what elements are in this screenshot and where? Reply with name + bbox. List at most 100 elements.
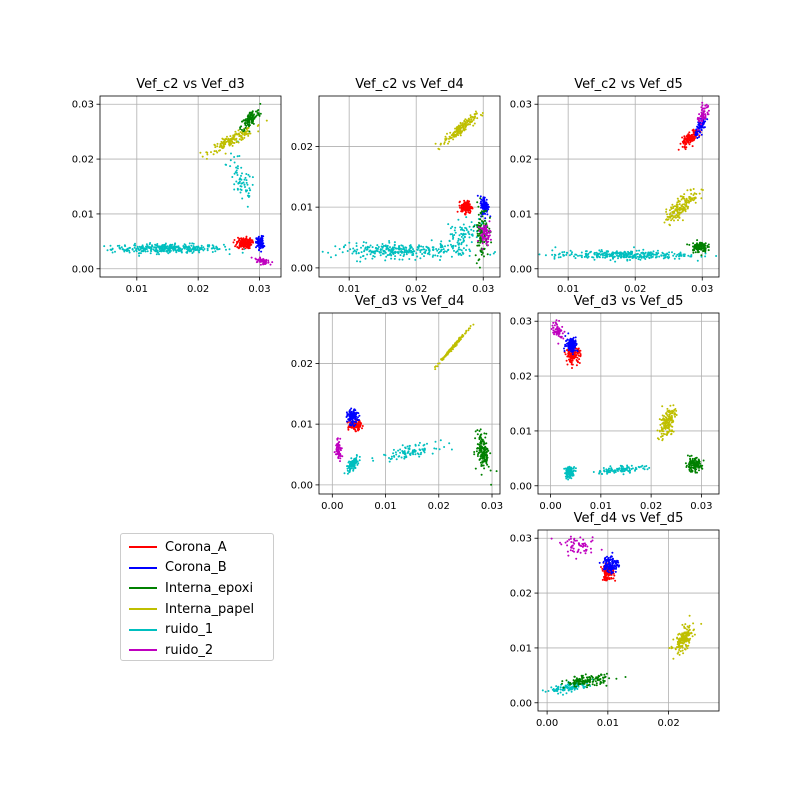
data-point bbox=[168, 250, 171, 253]
data-point bbox=[384, 259, 387, 262]
data-point bbox=[210, 151, 212, 154]
data-point bbox=[700, 255, 703, 258]
data-point bbox=[243, 122, 246, 125]
data-point bbox=[565, 679, 568, 682]
data-point bbox=[676, 637, 679, 640]
data-point bbox=[464, 226, 467, 229]
data-point bbox=[244, 247, 247, 250]
data-point bbox=[681, 197, 684, 200]
data-point bbox=[694, 251, 697, 254]
data-point bbox=[248, 187, 251, 190]
data-point bbox=[704, 250, 707, 253]
data-point bbox=[454, 226, 457, 229]
data-point bbox=[692, 461, 694, 464]
data-point bbox=[678, 203, 681, 206]
data-point bbox=[250, 256, 253, 259]
data-point bbox=[682, 253, 685, 256]
data-point bbox=[260, 250, 263, 253]
data-point bbox=[409, 453, 411, 456]
data-point bbox=[391, 251, 394, 254]
data-point bbox=[561, 680, 564, 683]
data-point bbox=[416, 246, 419, 249]
data-point bbox=[337, 450, 340, 452]
data-point bbox=[408, 244, 411, 247]
data-point bbox=[684, 208, 687, 211]
data-point bbox=[706, 118, 709, 121]
data-point bbox=[580, 254, 583, 257]
data-point bbox=[575, 253, 578, 256]
data-point bbox=[679, 650, 682, 653]
data-point bbox=[665, 253, 668, 256]
data-point bbox=[570, 344, 573, 347]
data-point bbox=[700, 254, 703, 257]
data-point bbox=[442, 251, 445, 253]
data-point bbox=[255, 258, 258, 261]
data-point bbox=[668, 647, 671, 649]
data-point bbox=[643, 255, 646, 258]
data-point bbox=[373, 252, 376, 255]
data-point bbox=[458, 337, 461, 340]
data-point bbox=[229, 142, 232, 145]
data-point bbox=[664, 433, 666, 436]
x-tick-label: 0.03 bbox=[472, 284, 494, 295]
data-point bbox=[479, 441, 482, 444]
data-point bbox=[351, 426, 354, 429]
data-point bbox=[200, 246, 203, 249]
data-point bbox=[698, 122, 701, 125]
data-point bbox=[485, 227, 488, 230]
data-point bbox=[663, 426, 666, 429]
data-point bbox=[553, 331, 556, 334]
data-point bbox=[576, 688, 579, 690]
data-point bbox=[562, 686, 565, 689]
data-point bbox=[457, 218, 460, 221]
data-point bbox=[605, 684, 608, 687]
data-point bbox=[449, 233, 452, 236]
data-point bbox=[459, 226, 462, 229]
data-point bbox=[483, 241, 486, 243]
data-point bbox=[606, 472, 609, 475]
data-point bbox=[560, 336, 563, 339]
data-point bbox=[201, 248, 203, 251]
data-point bbox=[349, 462, 351, 465]
panel-title: Vef_d3 vs Vef_d4 bbox=[355, 294, 465, 309]
data-point bbox=[153, 246, 156, 249]
data-point bbox=[557, 692, 560, 695]
data-point bbox=[669, 410, 672, 413]
data-point bbox=[399, 451, 402, 454]
data-point bbox=[450, 350, 453, 353]
data-point bbox=[457, 253, 460, 256]
data-point bbox=[449, 136, 452, 139]
data-point bbox=[352, 424, 355, 427]
data-point bbox=[670, 421, 673, 424]
data-point bbox=[422, 248, 425, 251]
data-point bbox=[474, 110, 477, 113]
data-point bbox=[448, 140, 451, 143]
data-point bbox=[459, 252, 462, 255]
data-point bbox=[217, 248, 220, 251]
data-point bbox=[696, 125, 699, 128]
data-point bbox=[699, 462, 701, 465]
data-point bbox=[389, 249, 392, 252]
data-point bbox=[259, 257, 262, 260]
data-point bbox=[668, 213, 671, 216]
data-point bbox=[362, 244, 365, 247]
data-point bbox=[414, 453, 417, 456]
data-point bbox=[444, 135, 447, 138]
data-point bbox=[480, 198, 483, 201]
data-point bbox=[679, 641, 682, 644]
data-point bbox=[434, 254, 437, 257]
data-point bbox=[355, 245, 358, 247]
data-point bbox=[568, 471, 571, 474]
data-point bbox=[208, 244, 211, 247]
data-point bbox=[244, 126, 247, 129]
data-point bbox=[419, 257, 422, 260]
data-point bbox=[482, 237, 485, 240]
data-point bbox=[469, 114, 472, 117]
data-point bbox=[123, 244, 126, 247]
data-point bbox=[601, 256, 604, 259]
data-point bbox=[238, 138, 241, 141]
data-point bbox=[357, 428, 360, 431]
data-point bbox=[139, 246, 142, 249]
data-point bbox=[349, 426, 352, 428]
data-point bbox=[247, 192, 250, 195]
